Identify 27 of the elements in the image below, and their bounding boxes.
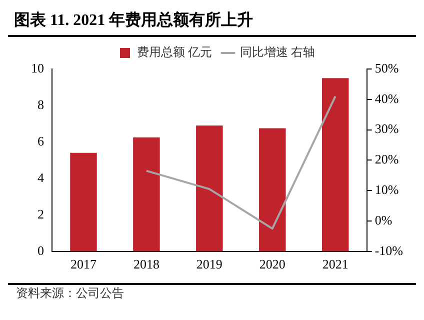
legend-label: 费用总额 亿元 bbox=[137, 45, 212, 60]
x-tick-label: 2021 bbox=[322, 256, 348, 272]
y2-tick-label: 0% bbox=[374, 212, 392, 228]
chart-title: 图表 11. 2021 年费用总额有所上升 bbox=[8, 8, 416, 37]
text: 资料来源：公司公告 bbox=[16, 285, 125, 302]
x-tick-label: 2018 bbox=[133, 256, 160, 272]
bar bbox=[259, 128, 286, 252]
y-tick-label: 10 bbox=[31, 60, 44, 76]
y2-tick-label: -10% bbox=[374, 242, 404, 258]
y2-tick-label: 10% bbox=[374, 182, 399, 198]
y2-tick-label: 20% bbox=[374, 152, 399, 167]
y-tick-label: 4 bbox=[38, 170, 44, 185]
y2-tick-label: 30% bbox=[374, 121, 399, 136]
legend-label: 同比增速 右轴 bbox=[240, 45, 315, 60]
bar bbox=[196, 126, 223, 252]
x-tick-label: 2020 bbox=[259, 256, 286, 272]
bar bbox=[70, 152, 97, 252]
bar bbox=[322, 78, 349, 252]
y-tick-label: 0 bbox=[38, 242, 44, 258]
y-tick-label: 2 bbox=[38, 206, 44, 222]
y-tick-label: 6 bbox=[38, 133, 44, 148]
x-tick-label: 2019 bbox=[196, 256, 222, 272]
bar bbox=[133, 137, 160, 252]
x-tick-label: 2017 bbox=[70, 256, 97, 272]
y2-tick-label: 40% bbox=[374, 90, 399, 106]
y2-tick-label: 50% bbox=[374, 60, 399, 76]
y-tick-label: 8 bbox=[38, 96, 44, 112]
